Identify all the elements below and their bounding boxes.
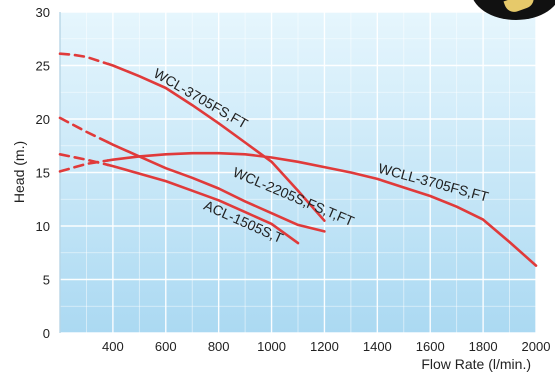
x-tick-label: 2000 xyxy=(522,339,551,354)
x-tick-label: 1200 xyxy=(310,339,339,354)
x-tick-label: 1000 xyxy=(257,339,286,354)
series-line xyxy=(106,163,300,245)
series-line-dashed xyxy=(58,159,109,173)
x-tick-label: 800 xyxy=(208,339,230,354)
x-tick-label: 400 xyxy=(102,339,124,354)
y-tick-label: 15 xyxy=(36,166,50,181)
series-line-dashed xyxy=(58,153,109,167)
series-line-dashed xyxy=(58,52,109,66)
x-tick-label: 1800 xyxy=(469,339,498,354)
x-tick-label: 1400 xyxy=(363,339,392,354)
x-tick-label: 600 xyxy=(155,339,177,354)
tick-labels: 400 600 800 1000 1200 1400 1600 1800 2000 0 5 10 15 2… xyxy=(36,5,551,354)
y-tick-label: 25 xyxy=(36,59,50,74)
y-tick-label: 20 xyxy=(36,112,50,127)
series-line xyxy=(106,62,326,222)
x-axis-label: Flow Rate (l/min.) xyxy=(421,356,531,372)
series-line-dashed xyxy=(58,116,109,144)
y-tick-label: 30 xyxy=(36,5,50,20)
y-tick-label: 5 xyxy=(43,273,50,288)
x-tick-label: 1600 xyxy=(416,339,445,354)
y-tick-label: 0 xyxy=(43,326,50,341)
series-line xyxy=(106,151,538,267)
y-axis-label: Head (m.) xyxy=(11,141,27,203)
y-tick-label: 10 xyxy=(36,219,50,234)
series-line xyxy=(106,140,326,233)
series-lines xyxy=(58,52,538,267)
